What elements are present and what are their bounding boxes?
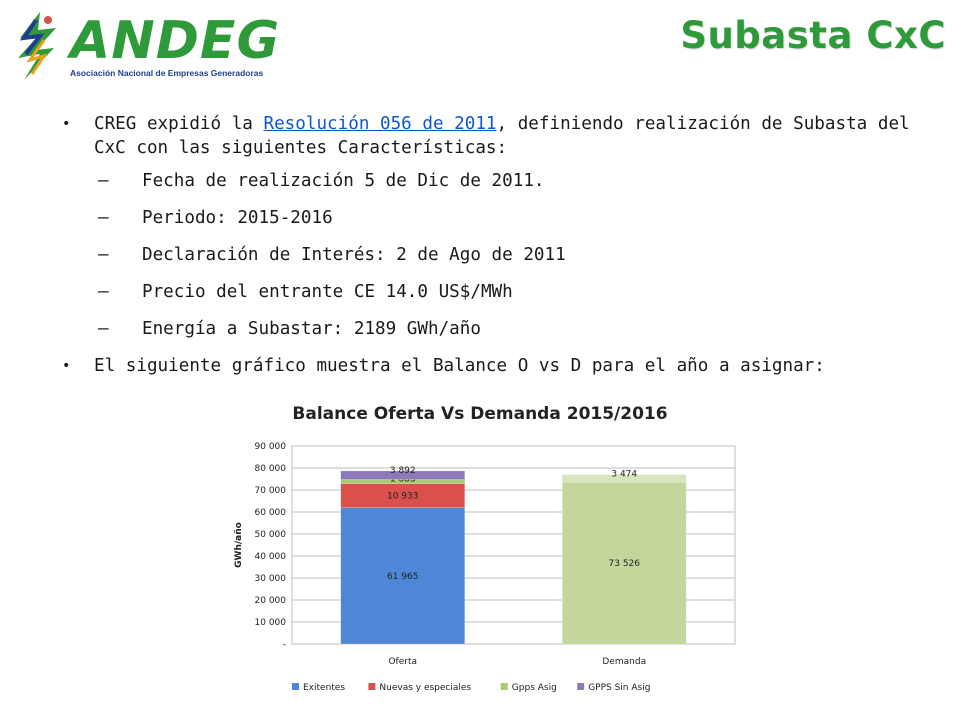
sub-item-text: Energía a Subastar: 2189 GWh/año xyxy=(142,319,481,339)
sub-item-declaration: – Declaración de Interés: 2 de Ago de 201… xyxy=(62,243,922,267)
resolution-link[interactable]: Resolución 056 de 2011 xyxy=(263,114,497,134)
legend-swatch xyxy=(500,683,508,690)
chart-title: Balance Oferta Vs Demanda 2015/2016 xyxy=(292,404,668,424)
dash-icon: – xyxy=(98,319,109,339)
bullet-text: El siguiente gráfico muestra el Balance … xyxy=(94,356,825,376)
dash-icon: – xyxy=(98,245,109,265)
legend-label: Nuevas y especiales xyxy=(379,683,471,693)
bullet-dot-icon: • xyxy=(62,116,71,132)
y-tick-label: 40 000 xyxy=(255,552,287,562)
logo-subtitle: Asociación Nacional de Empresas Generado… xyxy=(70,68,264,78)
y-tick-label: 30 000 xyxy=(255,574,287,584)
slide-body: • CREG expidió la Resolución 056 de 2011… xyxy=(62,112,922,387)
sub-item-energy: – Energía a Subastar: 2189 GWh/año xyxy=(62,317,922,341)
dash-icon: – xyxy=(98,282,109,302)
x-tick-label: Oferta xyxy=(388,657,417,667)
y-tick-label: 90 000 xyxy=(255,442,287,452)
data-label: 73 526 xyxy=(609,559,641,569)
y-axis-label: GWh/año xyxy=(234,522,244,568)
y-tick-label: 60 000 xyxy=(255,508,287,518)
sub-item-price: – Precio del entrante CE 14.0 US$/MWh xyxy=(62,280,922,304)
page-title: Subasta CxC xyxy=(680,14,946,57)
legend-label: GPPS Sin Asig xyxy=(588,683,650,693)
data-label: 10 933 xyxy=(387,492,419,502)
sub-item-period: – Periodo: 2015-2016 xyxy=(62,206,922,230)
legend-swatch xyxy=(368,683,376,690)
logo-wordmark: ANDEG xyxy=(70,11,281,71)
dash-icon: – xyxy=(98,208,109,228)
sub-item-text: Precio del entrante CE 14.0 US$/MWh xyxy=(142,282,513,302)
bullet-text-pre: CREG expidió la xyxy=(94,114,264,134)
bullet-resolution: • CREG expidió la Resolución 056 de 2011… xyxy=(62,112,922,160)
bullet-dot-icon: • xyxy=(62,358,71,374)
legend-swatch xyxy=(577,683,585,690)
legend-label: Gpps Asig xyxy=(512,683,557,693)
bar-segment xyxy=(562,481,687,645)
bullet-chart-intro: • El siguiente gráfico muestra el Balanc… xyxy=(62,354,922,378)
sub-item-text: Fecha de realización 5 de Dic de 2011. xyxy=(142,171,545,191)
dash-icon: – xyxy=(98,171,109,191)
data-label: 3 474 xyxy=(611,470,637,480)
lightning-emblem-icon xyxy=(18,12,56,80)
data-label: 3 892 xyxy=(390,466,416,476)
bar-segment xyxy=(340,507,465,645)
bullet-text-post: , definiendo realización de Subasta del … xyxy=(94,114,910,158)
legend-label: Exitentes xyxy=(303,683,345,693)
y-tick-label: 50 000 xyxy=(255,530,287,540)
sub-item-date: – Fecha de realización 5 de Dic de 2011. xyxy=(62,169,922,193)
bar-segment xyxy=(562,474,687,483)
bar-segment xyxy=(340,483,465,508)
sub-item-text: Declaración de Interés: 2 de Ago de 2011 xyxy=(142,245,566,265)
legend-swatch xyxy=(292,683,299,690)
y-tick-label: 80 000 xyxy=(255,464,287,474)
y-tick-label: 10 000 xyxy=(255,618,287,628)
data-label: 61 965 xyxy=(387,572,419,582)
y-tick-label: - xyxy=(283,640,286,650)
sub-item-text: Periodo: 2015-2016 xyxy=(142,208,333,228)
y-tick-label: 70 000 xyxy=(255,486,287,496)
andeg-logo: ANDEG Asociación Nacional de Empresas Ge… xyxy=(10,10,300,84)
y-tick-label: 20 000 xyxy=(255,596,287,606)
x-tick-label: Demanda xyxy=(602,657,646,667)
bar-segment xyxy=(340,470,465,480)
